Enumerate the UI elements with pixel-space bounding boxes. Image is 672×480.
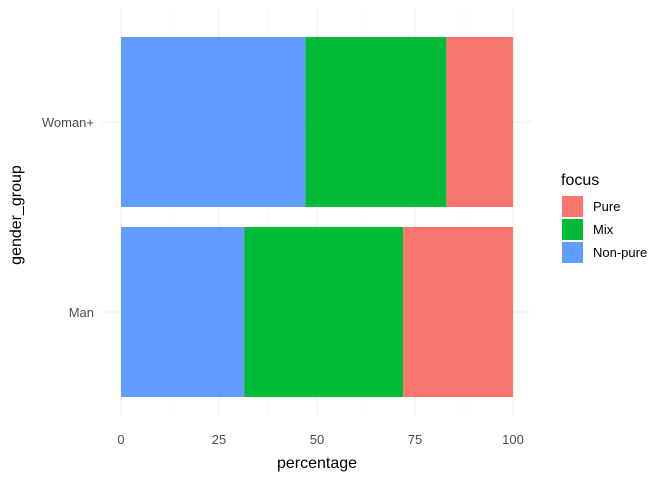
y-tick-label: Woman+ <box>42 115 94 130</box>
legend: focus Pure Mix Non-pure <box>561 172 647 263</box>
x-tick-label: 0 <box>117 432 124 447</box>
x-tick-label: 75 <box>408 432 422 447</box>
bar-woman--pure <box>446 37 513 207</box>
bar-woman--mix <box>305 37 447 207</box>
legend-swatch-mix <box>562 219 583 240</box>
legend-label-mix: Mix <box>593 222 614 237</box>
bar-woman--non-pure <box>121 37 306 207</box>
legend-swatch-non-pure <box>562 242 583 263</box>
bar-man-pure <box>403 227 513 397</box>
x-tick-label: 25 <box>212 432 226 447</box>
y-tick-label: Man <box>69 305 94 320</box>
x-tick-label: 100 <box>502 432 524 447</box>
bar-man-mix <box>244 227 404 397</box>
legend-title: focus <box>561 172 599 189</box>
bar-man-non-pure <box>121 227 245 397</box>
x-tick-labels: 0 25 50 75 100 <box>117 432 523 447</box>
legend-swatch-pure <box>562 196 583 217</box>
y-axis-title: gender_group <box>8 165 25 265</box>
legend-label-non-pure: Non-pure <box>593 245 647 260</box>
bars <box>121 37 513 397</box>
x-axis-title: percentage <box>277 455 357 472</box>
x-tick-label: 50 <box>310 432 324 447</box>
legend-label-pure: Pure <box>593 199 620 214</box>
y-tick-labels: Man Woman+ <box>42 115 94 320</box>
